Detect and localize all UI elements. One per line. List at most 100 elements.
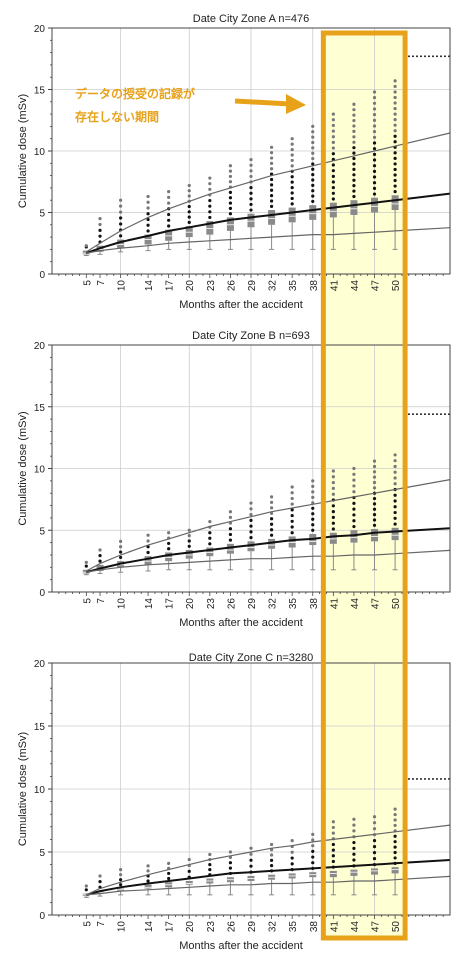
outlier-point: [98, 234, 102, 238]
outlier-point: [393, 470, 397, 474]
x-tick-label: 47: [371, 280, 382, 292]
outlier-point: [290, 180, 294, 184]
outlier-point: [208, 852, 212, 857]
outlier-point: [393, 840, 397, 844]
outlier-point: [290, 850, 294, 854]
outlier-point: [249, 186, 253, 190]
outlier-point: [290, 196, 294, 201]
outlier-point: [311, 849, 315, 853]
outlier-point: [372, 130, 377, 134]
outlier-point: [393, 522, 397, 526]
outlier-point: [146, 869, 150, 873]
outlier-point: [331, 510, 335, 514]
outlier-point: [311, 528, 315, 532]
outlier-point: [249, 202, 253, 207]
outlier-point: [119, 222, 123, 226]
outlier-point: [393, 167, 397, 172]
outlier-point: [208, 868, 212, 872]
box: [329, 202, 337, 218]
outlier-point: [290, 519, 294, 523]
outlier-point: [311, 844, 315, 848]
y-tick-label: 5: [39, 526, 45, 537]
outlier-point: [331, 486, 335, 490]
x-tick-label: 5: [82, 598, 93, 604]
outlier-point: [352, 852, 356, 856]
outlier-point: [372, 169, 377, 173]
y-tick-label: 15: [34, 722, 46, 733]
box: [247, 541, 255, 552]
outlier-point: [393, 493, 397, 497]
outlier-point: [269, 145, 274, 149]
outlier-point: [269, 500, 274, 504]
outlier-point: [290, 142, 294, 146]
outlier-point: [311, 861, 315, 865]
outlier-point: [228, 174, 233, 179]
fit-curve-upper_fit: [85, 132, 451, 253]
outlier-point: [249, 864, 253, 868]
outlier-point: [290, 153, 294, 157]
outlier-point: [352, 162, 356, 166]
y-tick-label: 20: [34, 24, 46, 35]
box: [226, 217, 234, 231]
outlier-point: [311, 512, 315, 516]
outlier-point: [311, 173, 315, 177]
outlier-point: [98, 222, 102, 227]
box: [268, 538, 276, 549]
y-tick-label: 0: [39, 270, 45, 281]
outlier-point: [372, 513, 377, 517]
outlier-point: [228, 527, 233, 531]
outlier-point: [290, 485, 294, 489]
outlier-point: [269, 522, 274, 526]
outlier-point: [249, 513, 253, 517]
y-tick-label: 15: [34, 86, 46, 97]
outlier-point: [269, 533, 274, 537]
outlier-point: [187, 215, 191, 219]
box: [350, 530, 358, 543]
outlier-point: [311, 183, 315, 187]
x-tick-label: 35: [288, 598, 299, 610]
outlier-point: [352, 140, 356, 144]
outlier-point: [331, 842, 335, 847]
outlier-point: [146, 217, 150, 222]
box: [371, 529, 379, 542]
outlier-point: [393, 823, 397, 828]
outlier-point: [331, 854, 335, 858]
outlier-point: [208, 187, 212, 191]
outlier-point: [269, 506, 274, 510]
outlier-point: [393, 482, 397, 486]
box: [391, 195, 399, 211]
outlier-point: [311, 490, 315, 494]
outlier-point: [393, 123, 397, 127]
outlier-point: [372, 118, 377, 122]
outlier-point: [352, 156, 356, 161]
outlier-point: [249, 518, 253, 522]
box: [206, 221, 214, 235]
outlier-point: [372, 845, 377, 849]
outlier-point: [372, 90, 377, 94]
x-tick-label: 35: [288, 921, 299, 933]
outlier-point: [352, 108, 356, 112]
outlier-point: [352, 194, 356, 199]
outlier-point: [208, 536, 212, 540]
x-tick-label: 44: [350, 280, 361, 292]
outlier-point: [290, 531, 294, 535]
outlier-point: [393, 106, 397, 111]
outlier-point: [208, 520, 212, 524]
outlier-point: [208, 204, 212, 208]
outlier-point: [84, 884, 88, 888]
box: [206, 547, 214, 557]
outlier-point: [372, 152, 377, 156]
outlier-point: [98, 559, 102, 563]
annotation-arrow-shaft: [234, 98, 291, 107]
outlier-point: [228, 510, 233, 514]
outlier-point: [187, 183, 191, 188]
outlier-point: [167, 547, 171, 551]
outlier-point: [331, 480, 335, 485]
outlier-point: [167, 201, 171, 205]
outlier-point: [352, 118, 356, 123]
outlier-point: [393, 510, 397, 515]
outlier-point: [372, 124, 377, 128]
outlier-point: [311, 194, 315, 198]
